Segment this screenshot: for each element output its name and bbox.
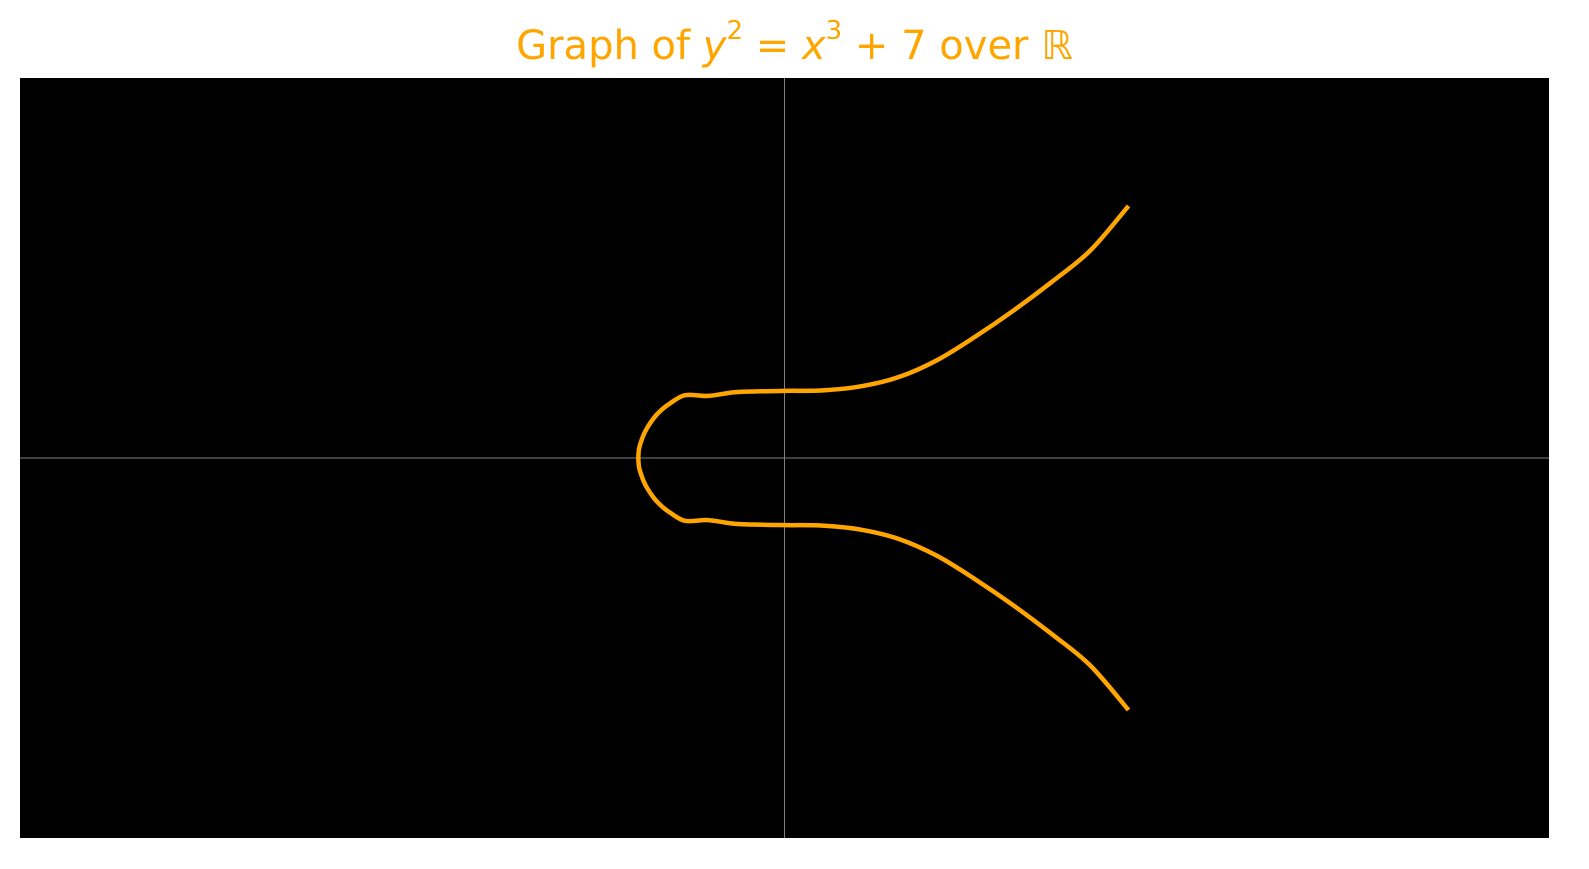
curve-branch-upper bbox=[636, 204, 1131, 459]
curve-branch-lower bbox=[636, 457, 1131, 712]
series-layer bbox=[636, 204, 1131, 712]
title-exponent-x: 3 bbox=[825, 16, 843, 46]
title-rest: + 7 over ℝ bbox=[842, 23, 1073, 69]
title-exponent-y: 2 bbox=[726, 16, 744, 46]
title-var-y: y bbox=[702, 23, 727, 69]
title-equals: = bbox=[743, 23, 802, 69]
chart-title: Graph of y2 = x3 + 7 over ℝ bbox=[0, 18, 1589, 74]
title-prefix: Graph of bbox=[516, 23, 703, 69]
title-var-x: x bbox=[801, 23, 826, 69]
